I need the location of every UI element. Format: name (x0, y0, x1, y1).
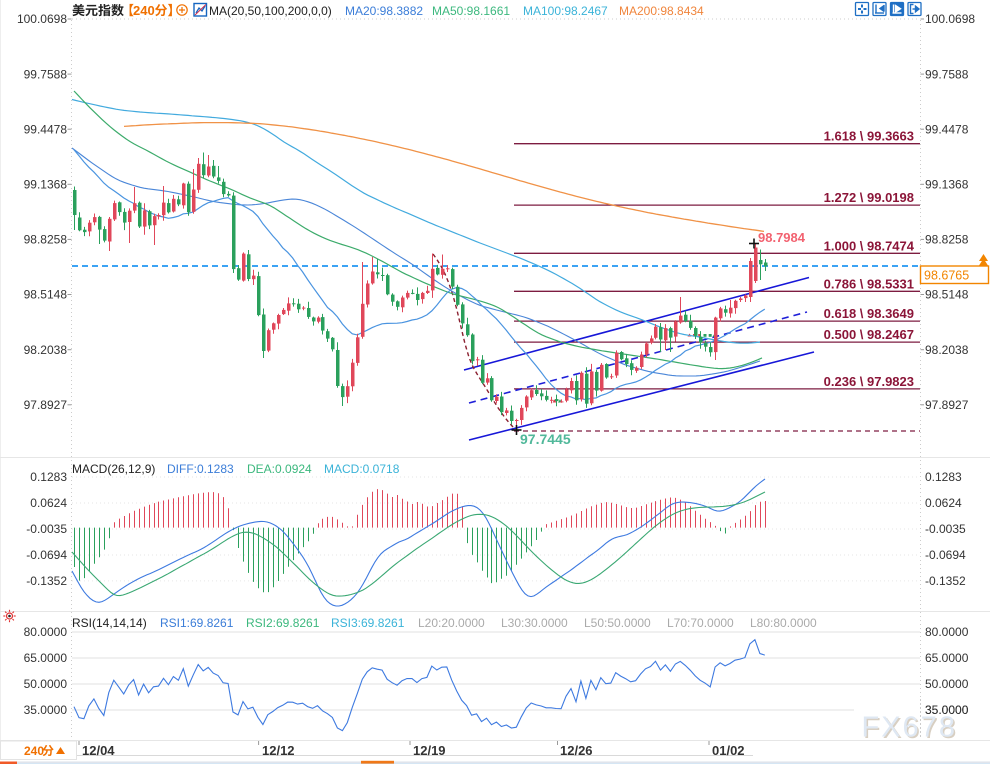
svg-text:L50:50.0000: L50:50.0000 (584, 616, 651, 630)
svg-text:99.4478: 99.4478 (24, 122, 68, 136)
svg-text:-0.0694: -0.0694 (26, 548, 67, 562)
svg-text:0.618 \ 98.3649: 0.618 \ 98.3649 (824, 306, 914, 321)
svg-text:80.0000: 80.0000 (925, 625, 969, 639)
svg-text:12/26: 12/26 (560, 743, 593, 758)
svg-text:FX678: FX678 (862, 712, 957, 744)
svg-text:L30:30.0000: L30:30.0000 (501, 616, 568, 630)
svg-text:-0.0035: -0.0035 (26, 522, 67, 536)
svg-text:0.500 \ 98.2467: 0.500 \ 98.2467 (824, 327, 914, 342)
svg-text:0.786 \ 98.5331: 0.786 \ 98.5331 (824, 276, 914, 291)
svg-text:1.618 \ 99.3663: 1.618 \ 99.3663 (824, 129, 914, 144)
svg-text:0.0624: 0.0624 (30, 496, 67, 510)
svg-text:1.272 \ 99.0198: 1.272 \ 99.0198 (824, 190, 914, 205)
svg-text:L80:80.0000: L80:80.0000 (750, 616, 817, 630)
svg-text:-0.1352: -0.1352 (925, 574, 966, 588)
svg-text:99.4478: 99.4478 (925, 122, 969, 136)
svg-text:RSI(14,14,14): RSI(14,14,14) (72, 616, 147, 630)
svg-text:L70:70.0000: L70:70.0000 (667, 616, 734, 630)
svg-text:0.236 \ 97.9823: 0.236 \ 97.9823 (824, 374, 914, 389)
svg-text:35.0000: 35.0000 (925, 703, 969, 717)
svg-text:1.000 \ 98.7474: 1.000 \ 98.7474 (824, 238, 915, 253)
svg-text:MA(20,50,100,200,0,0): MA(20,50,100,200,0,0) (209, 4, 332, 18)
svg-text:0.1283: 0.1283 (925, 470, 962, 484)
svg-text:98.5148: 98.5148 (24, 288, 68, 302)
svg-text:98.2038: 98.2038 (925, 343, 969, 357)
svg-text:0.0624: 0.0624 (925, 496, 962, 510)
svg-text:50.0000: 50.0000 (925, 677, 969, 691)
svg-text:-0.0694: -0.0694 (925, 548, 966, 562)
svg-text:65.0000: 65.0000 (925, 651, 969, 665)
svg-text:100.0698: 100.0698 (17, 12, 67, 26)
svg-text:98.8258: 98.8258 (24, 233, 68, 247)
svg-text:FX678: FX678 (863, 713, 958, 745)
svg-text:98.7984: 98.7984 (758, 230, 806, 245)
svg-text:-0.1352: -0.1352 (26, 574, 67, 588)
svg-text:240: 240 (133, 3, 155, 18)
svg-text:80.0000: 80.0000 (24, 625, 68, 639)
svg-text:97.7445: 97.7445 (520, 431, 571, 447)
svg-text:99.1368: 99.1368 (925, 178, 969, 192)
svg-text:DIFF:0.1283: DIFF:0.1283 (167, 462, 234, 476)
svg-text:98.5148: 98.5148 (925, 288, 969, 302)
svg-text:12/12: 12/12 (262, 743, 295, 758)
svg-text:100.0698: 100.0698 (925, 12, 975, 26)
svg-text:MA200:98.8434: MA200:98.8434 (619, 4, 704, 18)
svg-text:12/04: 12/04 (82, 743, 115, 758)
svg-text:35.0000: 35.0000 (24, 703, 68, 717)
svg-text:MA20:98.3882: MA20:98.3882 (345, 4, 423, 18)
svg-text:DEA:0.0924: DEA:0.0924 (247, 462, 312, 476)
svg-text:12/19: 12/19 (413, 743, 446, 758)
svg-text:RSI3:69.8261: RSI3:69.8261 (331, 616, 405, 630)
svg-text:MACD(26,12,9): MACD(26,12,9) (72, 462, 155, 476)
svg-text:98.2038: 98.2038 (24, 343, 68, 357)
svg-text:MA50:98.1661: MA50:98.1661 (432, 4, 510, 18)
svg-text:97.8927: 97.8927 (24, 398, 68, 412)
svg-text:98.6765: 98.6765 (924, 269, 969, 283)
svg-text:RSI1:69.8261: RSI1:69.8261 (160, 616, 234, 630)
svg-text:97.8927: 97.8927 (925, 398, 969, 412)
svg-text:01/02: 01/02 (712, 743, 745, 758)
svg-text:RSI2:69.8261: RSI2:69.8261 (246, 616, 320, 630)
svg-text:99.7588: 99.7588 (24, 67, 68, 81)
svg-text:MA100:98.2467: MA100:98.2467 (523, 4, 608, 18)
svg-text:99.1368: 99.1368 (24, 178, 68, 192)
svg-text:0.1283: 0.1283 (30, 470, 67, 484)
svg-text:MACD:0.0718: MACD:0.0718 (324, 462, 400, 476)
svg-text:35.0000: 35.0000 (925, 703, 969, 717)
svg-text:240: 240 (24, 744, 44, 758)
svg-text:98.8258: 98.8258 (925, 233, 969, 247)
svg-text:50.0000: 50.0000 (24, 677, 68, 691)
svg-text:99.7588: 99.7588 (925, 67, 969, 81)
svg-text:-0.0035: -0.0035 (925, 522, 966, 536)
svg-text:L20:20.0000: L20:20.0000 (418, 616, 485, 630)
svg-text:65.0000: 65.0000 (24, 651, 68, 665)
